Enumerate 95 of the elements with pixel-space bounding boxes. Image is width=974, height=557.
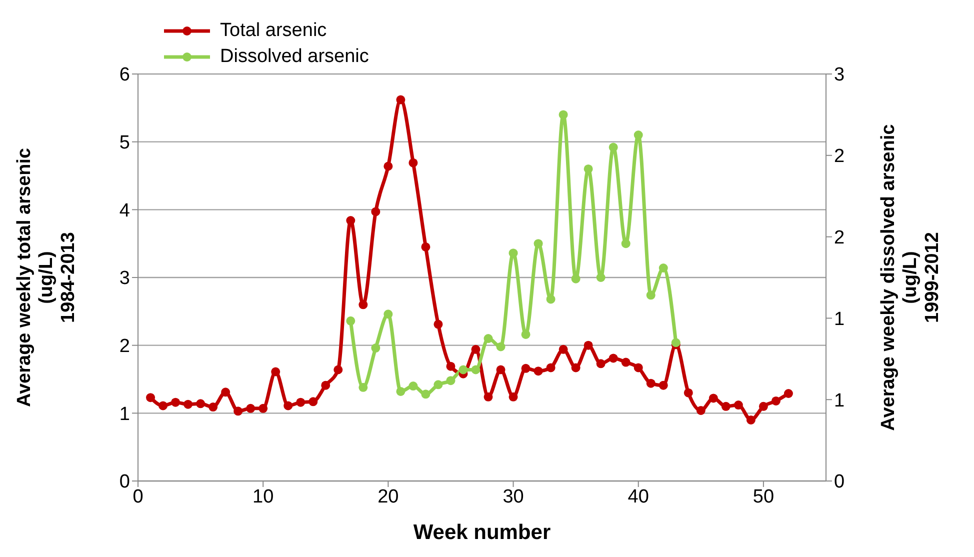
point (171, 398, 180, 407)
legend-label: Dissolved arsenic (220, 45, 369, 69)
point (421, 390, 430, 399)
point (234, 406, 243, 416)
point (596, 359, 606, 368)
point (634, 363, 643, 372)
point (221, 388, 230, 397)
y2-tick-label: 1 (834, 390, 845, 412)
x-tick-label: 20 (378, 486, 399, 508)
point (396, 386, 406, 396)
point (434, 320, 443, 329)
y2-axis-title: Average weekly dissolved arsenic (ug/L) 1999-2012 (878, 124, 943, 431)
point (321, 380, 330, 390)
point (471, 344, 480, 354)
x-axis-title: Week number (413, 521, 551, 544)
point (346, 316, 356, 326)
x-tick-label: 30 (502, 486, 524, 508)
point (558, 110, 568, 120)
point (696, 406, 706, 415)
x-tick-label: 50 (752, 486, 774, 508)
point (546, 294, 556, 304)
point (196, 399, 206, 408)
y-tick-label: 0 (119, 472, 130, 493)
point (784, 388, 793, 398)
y2-tick-label: 2 (834, 146, 845, 168)
y-axis-title: Average weekly total arsenic (ug/L) 1984-2013 (14, 148, 79, 408)
point (471, 365, 480, 374)
point (658, 264, 668, 273)
point (496, 342, 506, 352)
point (334, 365, 343, 374)
y2-tick-label: 3 (834, 64, 845, 86)
point (534, 239, 543, 248)
point (734, 400, 743, 410)
point (621, 358, 630, 367)
point (608, 354, 618, 363)
point (646, 290, 656, 300)
y-tick-label: 2 (119, 336, 130, 358)
point (484, 334, 493, 344)
y-tick-label: 3 (119, 268, 130, 290)
point (746, 415, 756, 424)
point (146, 393, 156, 402)
point (184, 400, 193, 409)
point (421, 242, 430, 252)
point (508, 392, 518, 402)
y2-tick-label: 2 (834, 228, 845, 249)
point (408, 382, 418, 391)
legend-label: Total arsenic (220, 19, 327, 43)
point (446, 376, 456, 386)
point (558, 344, 568, 354)
point (396, 95, 406, 104)
x-tick-label: 40 (628, 486, 649, 508)
point (158, 401, 168, 410)
point (371, 344, 380, 353)
point (496, 365, 506, 374)
point (584, 340, 593, 350)
point (384, 310, 393, 319)
y-tick-label: 1 (119, 404, 130, 425)
point (608, 142, 618, 152)
y-tick-label: 4 (119, 200, 130, 222)
point (708, 394, 718, 403)
point (646, 378, 656, 388)
point (621, 239, 630, 248)
point (534, 366, 543, 376)
point (246, 404, 256, 413)
point (358, 300, 368, 310)
point (308, 397, 318, 406)
y-tick-label: 5 (119, 132, 130, 154)
point (458, 365, 468, 374)
x-tick-label: 0 (132, 486, 144, 508)
point (284, 401, 293, 410)
point (271, 367, 280, 376)
point (434, 380, 443, 390)
point (371, 207, 380, 216)
y-tick-label: 6 (119, 64, 130, 86)
point (721, 402, 730, 411)
point (208, 402, 218, 412)
point (258, 404, 268, 413)
point (408, 158, 418, 168)
point (384, 162, 393, 171)
point (771, 396, 780, 406)
x-tick-label: 10 (252, 486, 274, 508)
point (758, 402, 768, 411)
point (658, 380, 668, 390)
point (358, 382, 368, 392)
point (521, 364, 530, 373)
point (596, 273, 606, 282)
y2-tick-label: 1 (834, 308, 845, 330)
point (571, 363, 580, 372)
point (484, 392, 493, 402)
point (684, 388, 693, 398)
point (584, 164, 593, 174)
point (546, 363, 556, 372)
point (296, 398, 306, 407)
y2-tick-label: 0 (834, 472, 845, 493)
point (446, 362, 456, 371)
